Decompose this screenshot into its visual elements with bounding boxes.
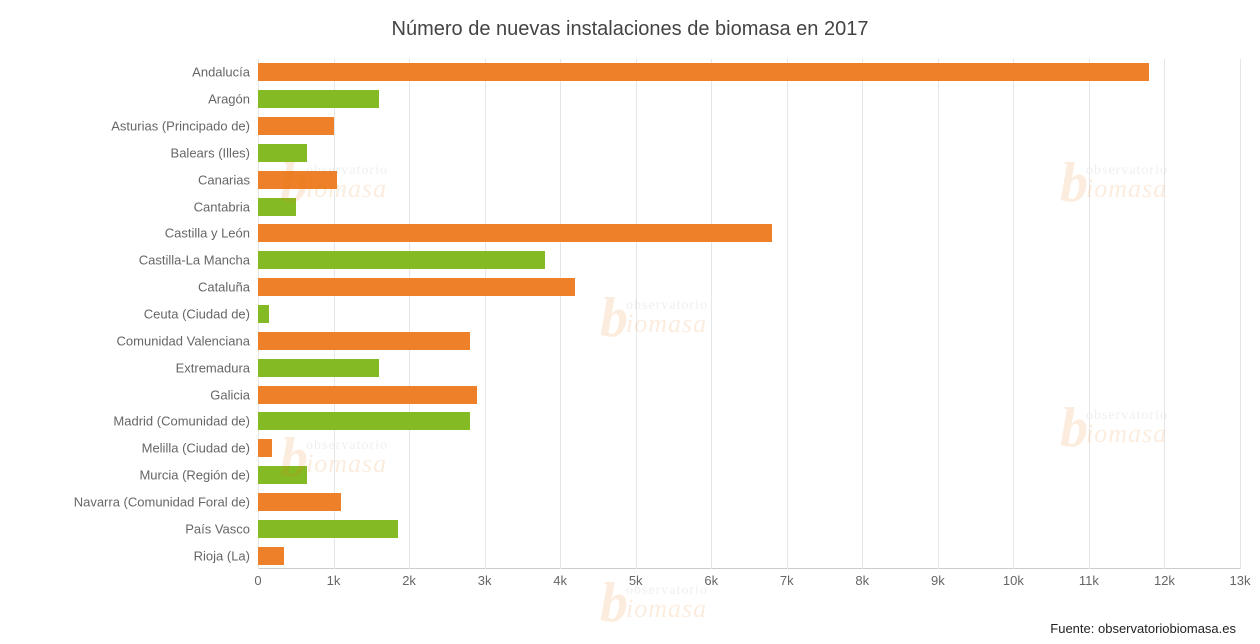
x-axis-label: 4k: [553, 573, 567, 588]
y-axis-label: Castilla y León: [165, 226, 250, 241]
source-label: Fuente: observatoriobiomasa.es: [1050, 621, 1236, 636]
y-axis-label: Melilla (Ciudad de): [142, 441, 250, 456]
y-axis-label: Castilla-La Mancha: [139, 253, 250, 268]
x-axis-label: 6k: [704, 573, 718, 588]
bar[interactable]: [258, 117, 334, 135]
chart-container: Número de nuevas instalaciones de biomas…: [0, 0, 1260, 644]
bar[interactable]: [258, 466, 307, 484]
bar[interactable]: [258, 412, 470, 430]
y-axis-label: Galicia: [210, 387, 250, 402]
x-axis-label: 1k: [327, 573, 341, 588]
bar[interactable]: [258, 547, 284, 565]
bar[interactable]: [258, 278, 575, 296]
y-axis-label: Madrid (Comunidad de): [113, 414, 250, 429]
y-axis-label: Asturias (Principado de): [111, 119, 250, 134]
bar[interactable]: [258, 171, 337, 189]
y-axis-label: Navarra (Comunidad Foral de): [74, 494, 250, 509]
y-axis-label: Canarias: [198, 172, 250, 187]
y-axis-label: Balears (Illes): [171, 145, 250, 160]
y-axis-label: Extremadura: [176, 360, 250, 375]
y-axis-label: Ceuta (Ciudad de): [144, 307, 250, 322]
x-axis-label: 7k: [780, 573, 794, 588]
y-axis-label: Cataluña: [198, 280, 250, 295]
x-axis-label: 11k: [1079, 573, 1099, 588]
plot-area: Andalucía Aragón Asturias (Principado de) B…: [20, 59, 1240, 599]
x-axis-label: 2k: [402, 573, 416, 588]
bar[interactable]: [258, 520, 398, 538]
y-axis-label: Comunidad Valenciana: [117, 333, 250, 348]
x-axis-label: 12k: [1154, 573, 1175, 588]
bar[interactable]: [258, 90, 379, 108]
y-axis-label: Cantabria: [194, 199, 250, 214]
x-axis-label: 5k: [629, 573, 643, 588]
bar[interactable]: [258, 359, 379, 377]
bar[interactable]: [258, 386, 477, 404]
bars-layer: [258, 59, 1240, 569]
bar[interactable]: [258, 332, 470, 350]
bar[interactable]: [258, 251, 545, 269]
bar[interactable]: [258, 493, 341, 511]
bar[interactable]: [258, 63, 1149, 81]
y-axis-label: Aragón: [208, 92, 250, 107]
chart-title: Número de nuevas instalaciones de biomas…: [20, 18, 1240, 41]
x-axis-label: 8k: [855, 573, 869, 588]
y-axis-labels: Andalucía Aragón Asturias (Principado de) B…: [20, 59, 258, 569]
y-axis-label: País Vasco: [185, 521, 250, 536]
x-axis-label: 3k: [478, 573, 492, 588]
x-axis-label: 13k: [1230, 573, 1251, 588]
y-axis-label: Andalucía: [192, 65, 250, 80]
bar[interactable]: [258, 144, 307, 162]
x-axis-label: 10k: [1003, 573, 1024, 588]
bar[interactable]: [258, 224, 772, 242]
x-axis-label: 9k: [931, 573, 945, 588]
gridline: [1240, 59, 1241, 569]
x-axis-labels: 01k2k3k4k5k6k7k8k9k10k11k12k13k: [258, 573, 1240, 593]
bar[interactable]: [258, 198, 296, 216]
bar[interactable]: [258, 305, 269, 323]
x-axis-label: 0: [254, 573, 261, 588]
y-axis-label: Rioja (La): [194, 548, 250, 563]
y-axis-label: Murcia (Región de): [139, 468, 250, 483]
bar[interactable]: [258, 439, 272, 457]
